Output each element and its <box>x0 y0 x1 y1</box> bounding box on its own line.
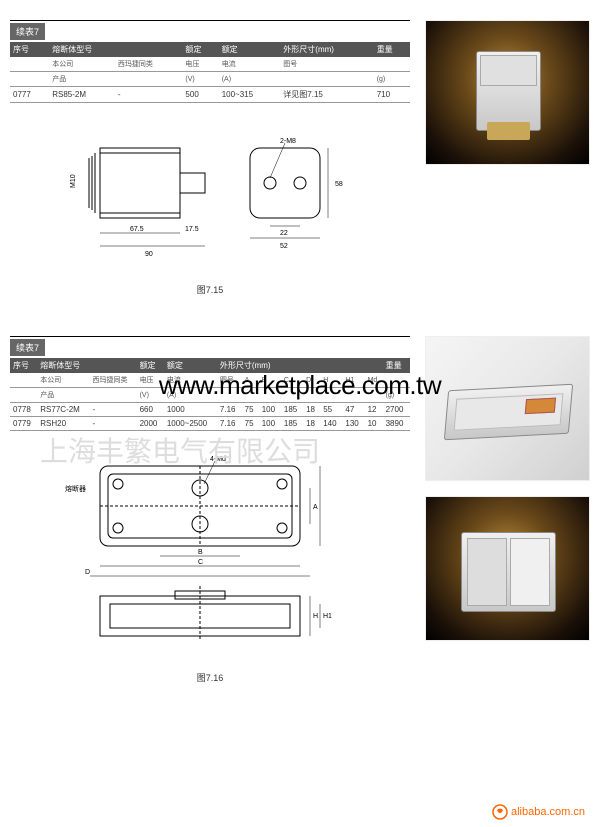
diagram1-caption: 图7.15 <box>197 283 224 296</box>
svg-text:17.5: 17.5 <box>185 226 199 233</box>
watermark-company: 上海丰繁电气有限公司 <box>40 430 320 470</box>
table2-row1: 0778 RS77C-2M - 660 1000 7.16 75 100 185… <box>10 403 410 417</box>
watermark-url: www.marketplace.com.tw <box>159 370 441 401</box>
product-photo-2 <box>425 336 590 481</box>
table2-title: 续表7 <box>10 339 45 356</box>
svg-text:22: 22 <box>280 230 288 237</box>
svg-text:90: 90 <box>145 251 153 258</box>
th-volt: 额定 <box>182 42 218 57</box>
svg-text:58: 58 <box>335 181 343 188</box>
product-photo-1 <box>425 20 590 165</box>
table1-sub2: 产品 (V) (A) (g) <box>10 72 410 87</box>
diagram2-caption: 图7.16 <box>197 671 224 684</box>
svg-text:C: C <box>198 559 203 566</box>
th-dim: 外形尺寸(mm) <box>280 42 373 57</box>
th-model: 熔断体型号 <box>49 42 182 57</box>
product-photo-3 <box>425 496 590 641</box>
svg-text:52: 52 <box>280 243 288 250</box>
table2-row2: 0779 RSH20 - 2000 1000~2500 7.16 75 100 … <box>10 417 410 431</box>
diagram-1: M10 67.5 17.5 90 2-M8 <box>10 118 410 296</box>
table1-header: 序号 熔断体型号 额定 额定 外形尺寸(mm) 重量 <box>10 42 410 57</box>
diagram-2: 熔断器 4-Md A B C <box>10 446 410 684</box>
table1-title: 续表7 <box>10 23 45 40</box>
svg-text:熔断器: 熔断器 <box>65 484 86 493</box>
svg-text:A: A <box>313 504 318 511</box>
svg-text:M10: M10 <box>70 174 77 188</box>
table1-sub1: 本公司 西玛捷同类 电压 电流 图号 <box>10 57 410 72</box>
alibaba-icon <box>492 804 508 820</box>
svg-text:B: B <box>198 549 203 556</box>
th-wt: 重量 <box>374 42 410 57</box>
svg-text:67.5: 67.5 <box>130 226 144 233</box>
footer-bar: alibaba.com.cn <box>0 797 600 827</box>
svg-text:H1: H1 <box>323 613 332 620</box>
svg-text:D: D <box>85 569 90 576</box>
svg-text:H: H <box>313 613 318 620</box>
alibaba-text: alibaba.com.cn <box>511 806 585 818</box>
th-seq: 序号 <box>10 42 49 57</box>
svg-text:2-M8: 2-M8 <box>280 138 296 145</box>
th-curr: 额定 <box>219 42 281 57</box>
table-1: 续表7 序号 熔断体型号 额定 额定 外形尺寸(mm) 重量 本公司 西玛捷同类 <box>10 20 410 103</box>
alibaba-logo: alibaba.com.cn <box>492 804 585 820</box>
table1-row: 0777 RS85-2M - 500 100~315 详见图7.15 710 <box>10 87 410 103</box>
